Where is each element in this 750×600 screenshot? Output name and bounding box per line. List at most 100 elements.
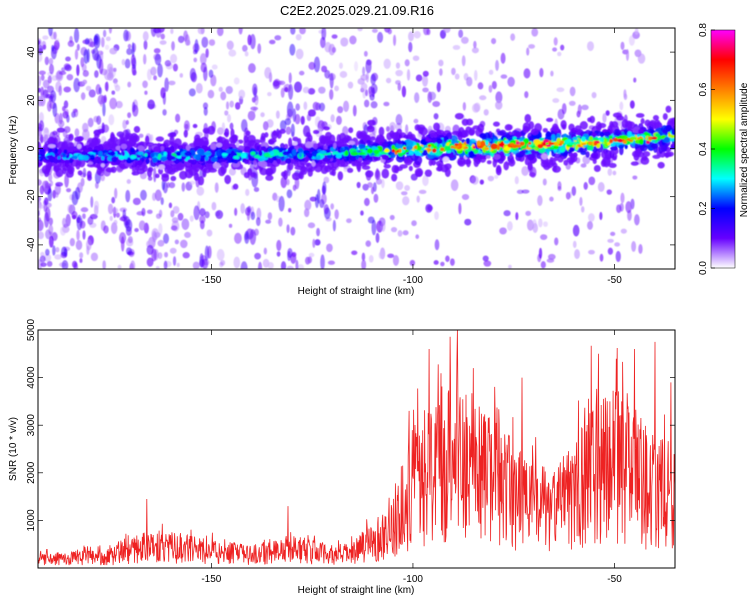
heatmap-cell bbox=[203, 151, 212, 156]
heatmap-cell bbox=[663, 152, 672, 158]
heatmap-cell bbox=[54, 153, 60, 158]
heatmap-cell bbox=[53, 159, 60, 164]
heatmap-cell bbox=[402, 230, 409, 236]
heatmap-cell bbox=[143, 53, 147, 65]
heatmap-cell bbox=[228, 223, 233, 228]
heatmap-cell bbox=[312, 238, 316, 248]
heatmap-cell bbox=[250, 151, 256, 156]
heatmap-cell bbox=[644, 119, 651, 127]
heatmap-cell bbox=[361, 259, 367, 269]
heatmap-cell bbox=[398, 148, 402, 153]
heatmap-cell bbox=[53, 31, 57, 40]
heatmap-cell bbox=[249, 139, 255, 147]
heatmap-cell bbox=[180, 239, 188, 249]
heatmap-cell bbox=[609, 139, 614, 144]
heatmap-cell bbox=[658, 144, 664, 154]
heatmap-cell bbox=[162, 109, 167, 116]
heatmap-cell bbox=[633, 77, 637, 83]
heatmap-cell bbox=[331, 47, 337, 53]
heatmap-cell bbox=[400, 191, 408, 196]
heatmap-cell bbox=[221, 140, 230, 148]
heatmap-cell bbox=[364, 89, 369, 97]
heatmap-cell bbox=[662, 129, 668, 134]
heatmap-cell bbox=[319, 199, 325, 209]
heatmap-cell bbox=[91, 149, 99, 153]
heatmap-cell bbox=[206, 229, 213, 237]
heatmap-cell bbox=[57, 156, 61, 160]
heatmap-cell bbox=[313, 143, 318, 149]
heatmap-cell bbox=[637, 128, 644, 134]
heatmap-cell bbox=[156, 28, 165, 33]
heatmap-cell bbox=[205, 48, 209, 58]
heatmap-cell bbox=[127, 112, 132, 119]
heatmap-cell bbox=[440, 164, 449, 173]
heatmap-cell bbox=[498, 142, 505, 147]
heatmap-cell bbox=[56, 127, 66, 133]
heatmap-cell bbox=[82, 167, 87, 178]
heatmap-cell bbox=[60, 159, 66, 163]
x-tick-label: -100 bbox=[403, 574, 423, 585]
heatmap-cell bbox=[531, 28, 539, 37]
heatmap-cell bbox=[391, 144, 396, 151]
colorbar: 0.0 0.2 0.4 0.6 0.8 Normalized spectral ampl… bbox=[698, 23, 750, 275]
heatmap-cell bbox=[466, 76, 473, 87]
heatmap-cell bbox=[346, 155, 350, 162]
heatmap-cell bbox=[146, 209, 153, 215]
heatmap-cell bbox=[402, 196, 410, 206]
heatmap-cell bbox=[637, 53, 646, 64]
heatmap-cell bbox=[526, 47, 530, 56]
heatmap-cell bbox=[603, 131, 610, 137]
heatmap-cell bbox=[256, 207, 262, 220]
heatmap-cell bbox=[630, 161, 639, 166]
heatmap-cell bbox=[635, 113, 645, 118]
heatmap-cell bbox=[542, 128, 548, 133]
heatmap-cell bbox=[105, 36, 111, 42]
heatmap-cell bbox=[107, 203, 114, 215]
heatmap-cell bbox=[81, 150, 87, 157]
heatmap-cell bbox=[132, 197, 141, 206]
heatmap-cell bbox=[216, 28, 224, 37]
heatmap-cell bbox=[168, 202, 173, 209]
heatmap-cell bbox=[238, 89, 246, 99]
heatmap-cell bbox=[312, 129, 320, 135]
y-tick-label: -20 bbox=[26, 189, 37, 204]
heatmap-cell bbox=[103, 225, 109, 234]
heatmap-cell bbox=[307, 134, 313, 143]
heatmap-cell bbox=[185, 144, 191, 151]
heatmap-cell bbox=[76, 143, 82, 150]
heatmap-cell bbox=[163, 260, 168, 269]
heatmap-cell bbox=[259, 161, 268, 168]
heatmap-cell bbox=[199, 253, 204, 268]
heatmap-cell bbox=[294, 165, 304, 170]
heatmap-cell bbox=[634, 214, 640, 226]
heatmap-cell bbox=[482, 255, 489, 262]
heatmap-cell bbox=[582, 155, 591, 165]
heatmap-cell bbox=[591, 132, 597, 138]
heatmap-cell bbox=[245, 130, 251, 136]
heatmap-cell bbox=[560, 151, 568, 157]
heatmap-cell bbox=[473, 158, 479, 168]
heatmap-cell bbox=[314, 239, 321, 246]
heatmap-cell bbox=[324, 165, 332, 173]
heatmap-cell bbox=[98, 87, 102, 95]
heatmap-cell bbox=[241, 119, 248, 132]
heatmap-cell bbox=[450, 179, 459, 191]
heatmap-cell bbox=[349, 35, 357, 45]
y-tick-label: 2000 bbox=[26, 461, 37, 484]
spectrogram-x-ticks: -150 -100 -50 bbox=[201, 28, 622, 286]
heatmap-cell bbox=[297, 147, 304, 153]
heatmap-cell bbox=[143, 39, 148, 50]
heatmap-cell bbox=[583, 182, 588, 190]
heatmap-cell bbox=[170, 225, 178, 231]
heatmap-cell bbox=[591, 151, 599, 159]
heatmap-cell bbox=[263, 247, 267, 255]
heatmap-cell bbox=[337, 106, 344, 114]
heatmap-cell bbox=[384, 148, 389, 153]
heatmap-cell bbox=[294, 177, 300, 190]
heatmap-cell bbox=[521, 189, 530, 194]
heatmap-cell bbox=[122, 119, 127, 130]
heatmap-cell bbox=[199, 220, 205, 230]
heatmap-cell bbox=[359, 144, 366, 149]
heatmap-cell bbox=[82, 155, 89, 161]
heatmap-cell bbox=[193, 172, 199, 181]
